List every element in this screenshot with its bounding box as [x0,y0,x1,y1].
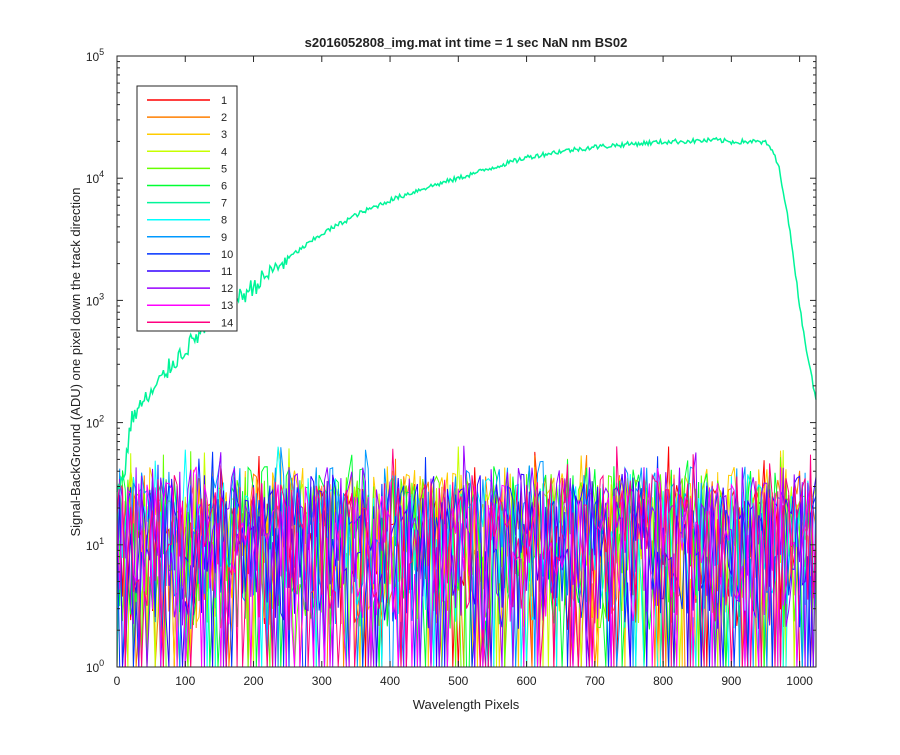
legend-item: 2 [147,112,227,124]
x-tick-label: 500 [448,674,468,688]
legend-item: 1 [147,95,227,107]
legend-item: 14 [147,317,233,329]
legend-item: 5 [147,163,227,175]
x-tick-label: 400 [380,674,400,688]
legend-item: 13 [147,300,233,312]
legend-item: 6 [147,181,227,193]
legend-label: 6 [221,181,227,193]
series-line-9 [116,447,817,668]
legend-label: 10 [221,249,233,261]
y-tick-label: 102 [86,414,104,431]
x-tick-label: 0 [114,674,121,688]
legend-label: 1 [221,95,227,107]
legend-item: 8 [147,215,227,227]
legend-label: 14 [221,317,233,329]
y-tick-label: 105 [86,47,104,64]
legend-item: 11 [147,266,232,278]
x-axis-label: Wavelength Pixels [413,697,520,712]
legend-label: 5 [221,163,227,175]
series-group [116,136,817,668]
series-line-13 [116,466,817,668]
legend-label: 8 [221,215,227,227]
legend-label: 4 [221,146,227,158]
legend-label: 11 [221,266,232,278]
x-tick-label: 200 [244,674,264,688]
chart-title: s2016052808_img.mat int time = 1 sec NaN… [305,35,628,50]
legend-label: 2 [221,112,227,124]
x-tick-label: 1000 [786,674,813,688]
y-tick-label: 104 [86,169,104,186]
x-tick-label: 700 [585,674,605,688]
y-tick-label: 100 [86,658,104,675]
legend-item: 4 [147,146,227,158]
y-tick-label: 103 [86,291,104,308]
x-tick-label: 100 [175,674,195,688]
axis-ticks: 0 100 200 300 400 500 600 700 800 900 100010010110… [86,47,816,688]
y-tick-label: 101 [86,536,104,553]
x-tick-label: 800 [653,674,673,688]
legend-label: 7 [221,198,227,210]
legend-label: 9 [221,232,227,244]
legend-label: 12 [221,283,233,295]
legend-label: 3 [221,129,227,141]
legend-label: 13 [221,300,233,312]
legend-item: 7 [147,198,227,210]
plot-frame [116,55,817,668]
series-line-14 [116,446,817,668]
legend-item: 12 [147,283,233,295]
legend-item: 9 [147,232,227,244]
x-tick-label: 600 [517,674,537,688]
y-axis-label: Signal-BackGround (ADU) one pixel down t… [68,187,83,536]
x-tick-label: 900 [721,674,741,688]
series-line-11 [116,473,817,668]
legend-box [136,85,238,332]
x-tick-label: 300 [312,674,332,688]
legend-item: 3 [147,129,227,141]
legend-item: 10 [147,249,233,261]
